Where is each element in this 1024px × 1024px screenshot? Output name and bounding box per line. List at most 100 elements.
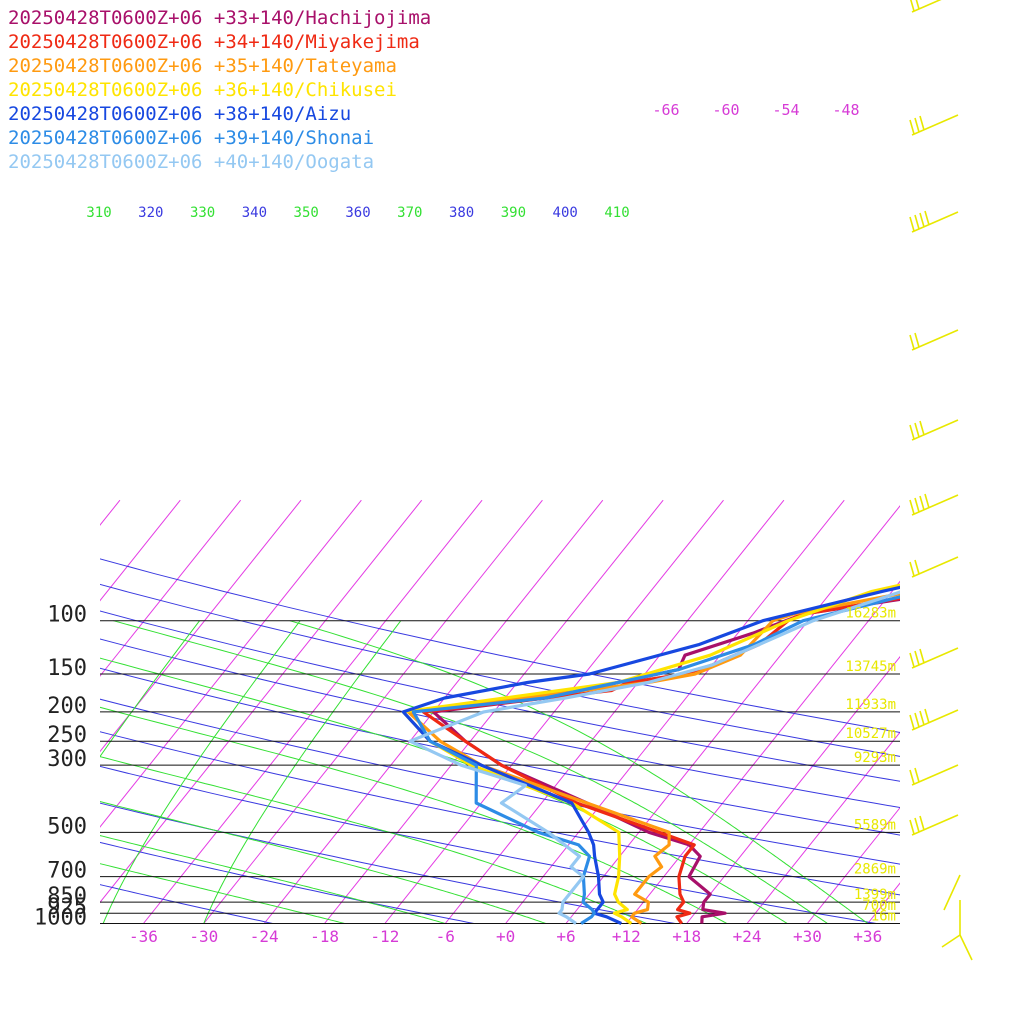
upper-temperature-label: -60 <box>712 101 739 119</box>
series-line <box>411 595 900 925</box>
isotherm-line <box>746 731 900 924</box>
legend: 20250428T0600Z+06 +33+140/Hachijojima 202… <box>8 7 431 173</box>
moist-adiabat-line <box>203 620 402 924</box>
height-label: 11933m <box>845 697 896 713</box>
theta-label: 330 <box>190 205 215 221</box>
wind-barb-flag <box>919 212 925 228</box>
wind-barb-flag <box>919 710 925 726</box>
wind-barb <box>909 210 959 233</box>
wind-barb-flag <box>909 424 915 440</box>
height-label: 1399m <box>854 887 896 903</box>
wind-barb-staff <box>943 874 961 911</box>
wind-barb-flag <box>909 819 915 835</box>
moist-adiabat-grid <box>100 620 869 924</box>
wind-barb-flag <box>909 216 915 232</box>
legend-entry: 20250428T0600Z+06 +39+140/Shonai <box>8 127 374 149</box>
height-label: 700m <box>862 898 896 914</box>
wind-barb <box>910 0 942 13</box>
series-line <box>408 590 900 925</box>
height-label: 16m <box>871 909 896 925</box>
theta-label: 370 <box>397 205 422 221</box>
upper-temperature-label: -66 <box>652 101 679 119</box>
wind-barb-flag <box>915 0 920 10</box>
wind-barb-flag <box>914 332 920 348</box>
wind-barb-flag <box>909 334 915 350</box>
wind-barb <box>941 874 973 961</box>
height-label: 5589m <box>854 817 896 833</box>
isotherm-line <box>807 806 900 924</box>
theta-label: 410 <box>604 205 629 221</box>
pressure-label: 925 <box>47 895 87 920</box>
wind-barb-flag <box>914 767 920 783</box>
theta-label: 350 <box>294 205 319 221</box>
temperature-tick-label: -36 <box>129 927 158 946</box>
theta-label: 390 <box>501 205 526 221</box>
isotherm-line <box>100 499 242 677</box>
wind-barb-flag <box>919 115 925 131</box>
pressure-label: 850 <box>47 884 87 909</box>
series-line <box>421 596 900 925</box>
wind-barb-flag <box>919 420 925 436</box>
dry-adiabat-line <box>100 884 273 924</box>
wind-barb <box>909 814 959 836</box>
wind-barb <box>909 647 959 669</box>
legend-entry: 20250428T0600Z+06 +38+140/Aizu <box>8 103 351 125</box>
wind-barb-flag <box>959 934 973 961</box>
legend-entry: 20250428T0600Z+06 +36+140/Chikusei <box>8 79 397 101</box>
temperature-tick-label: +12 <box>612 927 641 946</box>
wind-barb-flag <box>924 708 930 724</box>
wind-barb-flag <box>909 714 915 730</box>
theta-label: 360 <box>345 205 370 221</box>
wind-barb-flag <box>919 815 925 831</box>
upper-temperature-label: -48 <box>832 101 859 119</box>
dry-adiabat-line <box>100 731 900 896</box>
upper-temperature-label: -54 <box>772 101 799 119</box>
pressure-label: 300 <box>47 747 87 772</box>
axis-labels: 100 16283m 150 13745m 200 11933m 250 10527m 300 9… <box>34 101 896 946</box>
temperature-tick-label: +24 <box>733 927 762 946</box>
wind-barb-flag <box>914 817 920 833</box>
isotherm-line <box>100 499 181 602</box>
pressure-label: 100 <box>47 603 87 628</box>
pressure-label: 1000 <box>34 906 87 931</box>
wind-barb <box>909 419 959 441</box>
wind-barb <box>909 329 959 351</box>
wind-barb-flag <box>909 119 915 135</box>
theta-label: 380 <box>449 205 474 221</box>
wind-barb-flag <box>914 712 920 728</box>
height-label: 10527m <box>845 726 896 742</box>
legend-entry: 20250428T0600Z+06 +40+140/Oogata <box>8 151 374 173</box>
temperature-tick-label: -24 <box>250 927 279 946</box>
series-line <box>401 585 900 925</box>
wind-barb-flag <box>924 210 930 226</box>
wind-barb <box>909 114 959 136</box>
temperature-tick-label: +6 <box>556 927 575 946</box>
temperature-tick-label: +36 <box>853 927 882 946</box>
sounding-series <box>401 583 900 925</box>
wind-barb <box>909 556 959 578</box>
pressure-label: 150 <box>47 656 87 681</box>
legend-entry: 20250428T0600Z+06 +33+140/Hachijojima <box>8 7 431 29</box>
theta-label: 340 <box>242 205 267 221</box>
wind-barb-flag <box>941 934 961 948</box>
wind-barb <box>909 764 959 786</box>
height-label: 2869m <box>854 862 896 878</box>
moist-adiabat-line <box>100 620 200 758</box>
pressure-lines <box>100 620 900 924</box>
height-label: 9293m <box>854 750 896 766</box>
wind-barb-flag <box>919 495 925 511</box>
height-label: 16283m <box>845 606 896 622</box>
dry-adiabat-line <box>100 765 877 924</box>
theta-label: 400 <box>553 205 578 221</box>
moist-adiabat-line <box>289 620 869 924</box>
height-label: 13745m <box>845 659 896 675</box>
pressure-label: 500 <box>47 814 87 839</box>
wind-barb <box>909 708 959 731</box>
wind-barb <box>909 493 959 516</box>
wind-barb-flag <box>909 561 915 577</box>
temperature-tick-label: -12 <box>370 927 399 946</box>
series-line <box>406 592 900 925</box>
wind-barb-flag <box>914 214 920 230</box>
legend-entry: 20250428T0600Z+06 +35+140/Tateyama <box>8 55 397 77</box>
